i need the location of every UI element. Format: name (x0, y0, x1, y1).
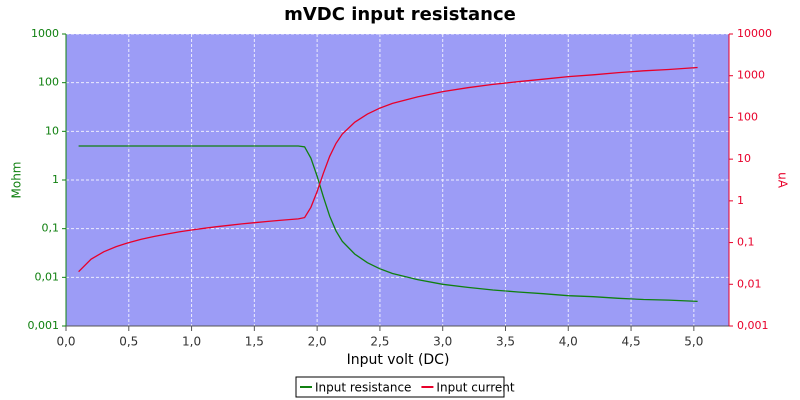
y2-tick-label: 10000 (737, 27, 772, 40)
x-tick-label: 0,0 (56, 335, 75, 349)
y-axis-label: Mohm (10, 162, 24, 199)
chart-title: mVDC input resistance (284, 4, 516, 25)
y-tick-label: 100 (38, 76, 59, 89)
legend (295, 376, 505, 398)
y2-tick-label: 1000 (737, 69, 765, 82)
legend-label: Input resistance (315, 381, 411, 395)
y2-tick-label: 0,001 (737, 319, 769, 332)
x-tick-label: 1,0 (182, 335, 201, 349)
y-tick-label: 0,01 (35, 270, 60, 283)
series-line (78, 66, 698, 273)
y-tick-label: 1000 (31, 27, 59, 40)
series-line (78, 145, 698, 303)
y-tick-label: 0,1 (42, 222, 60, 235)
y-tick-label: 10 (45, 124, 59, 137)
y-tick-label: 0,001 (28, 319, 60, 332)
y2-tick-label: 0,1 (737, 236, 755, 249)
legend-label: Input current (436, 381, 514, 395)
x-tick-label: 0,5 (119, 335, 138, 349)
y2-tick-label: 1 (737, 194, 744, 207)
x-tick-label: 4,5 (622, 335, 641, 349)
x-tick-label: 3,5 (496, 335, 515, 349)
x-tick-label: 2,5 (370, 335, 389, 349)
x-tick-label: 4,0 (559, 335, 578, 349)
y2-tick-label: 100 (737, 110, 758, 123)
x-tick-label: 3,0 (433, 335, 452, 349)
y2-axis-label: uA (776, 172, 790, 189)
y-tick-label: 1 (52, 173, 59, 186)
x-tick-label: 1,5 (245, 335, 264, 349)
x-tick-label: 2,0 (308, 335, 327, 349)
y2-tick-label: 10 (737, 152, 751, 165)
x-tick-label: 5,0 (684, 335, 703, 349)
x-axis-label: Input volt (DC) (347, 352, 450, 368)
y2-tick-label: 0,01 (737, 277, 762, 290)
